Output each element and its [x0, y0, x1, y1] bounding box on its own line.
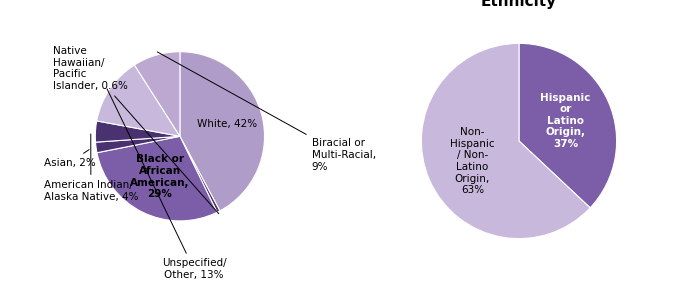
Text: Black or
African
American,
29%: Black or African American, 29%	[130, 154, 190, 199]
Text: Unspecified/
Other, 13%: Unspecified/ Other, 13%	[107, 89, 226, 280]
Wedge shape	[97, 65, 180, 136]
Wedge shape	[95, 136, 180, 153]
Wedge shape	[180, 136, 220, 212]
Wedge shape	[421, 43, 590, 239]
Wedge shape	[180, 52, 264, 211]
Text: Hispanic
or
Latino
Origin,
37%: Hispanic or Latino Origin, 37%	[540, 93, 591, 149]
Title: Ethnicity: Ethnicity	[481, 0, 557, 9]
Wedge shape	[97, 136, 217, 221]
Text: Non-
Hispanic
/ Non-
Latino
Origin,
63%: Non- Hispanic / Non- Latino Origin, 63%	[450, 127, 495, 195]
Wedge shape	[134, 52, 180, 136]
Text: Asian, 2%: Asian, 2%	[44, 150, 95, 168]
Text: White, 42%: White, 42%	[197, 119, 257, 129]
Wedge shape	[519, 43, 617, 208]
Text: American Indian/
Alaska Native, 4%: American Indian/ Alaska Native, 4%	[44, 134, 138, 202]
Wedge shape	[95, 121, 180, 142]
Text: Native
Hawaiian/
Pacific
Islander, 0.6%: Native Hawaiian/ Pacific Islander, 0.6%	[53, 46, 219, 214]
Text: Biracial or
Multi-Racial,
9%: Biracial or Multi-Racial, 9%	[157, 52, 376, 172]
